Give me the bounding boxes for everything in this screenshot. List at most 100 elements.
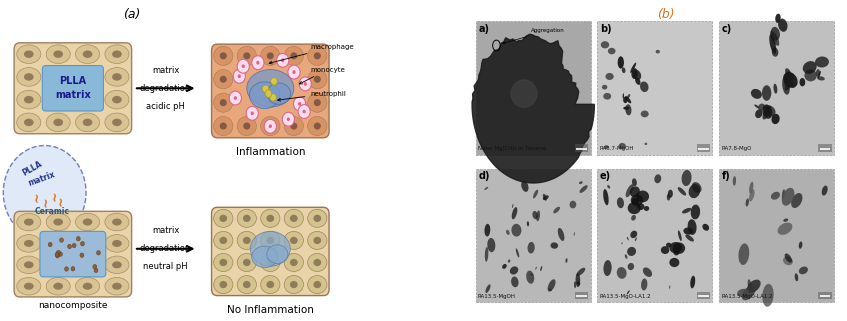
Ellipse shape [46, 45, 70, 64]
Ellipse shape [669, 242, 682, 254]
Ellipse shape [803, 61, 817, 74]
Ellipse shape [313, 52, 321, 59]
Ellipse shape [112, 50, 122, 58]
Ellipse shape [53, 119, 63, 126]
Ellipse shape [267, 215, 274, 222]
Ellipse shape [213, 275, 233, 294]
Circle shape [48, 242, 53, 247]
Ellipse shape [307, 275, 327, 294]
Ellipse shape [75, 213, 100, 231]
Ellipse shape [24, 73, 34, 81]
FancyBboxPatch shape [212, 207, 329, 296]
Ellipse shape [667, 190, 673, 198]
Ellipse shape [815, 56, 829, 67]
Circle shape [97, 251, 101, 255]
Ellipse shape [307, 46, 327, 65]
Ellipse shape [487, 238, 495, 252]
Ellipse shape [290, 281, 297, 288]
Circle shape [57, 250, 60, 255]
Ellipse shape [623, 97, 628, 103]
Ellipse shape [602, 85, 607, 90]
Ellipse shape [261, 275, 280, 294]
Ellipse shape [784, 75, 789, 86]
Ellipse shape [607, 185, 610, 189]
Ellipse shape [46, 113, 70, 132]
Ellipse shape [246, 70, 294, 107]
Ellipse shape [782, 189, 785, 200]
Ellipse shape [243, 281, 251, 288]
Ellipse shape [83, 119, 92, 126]
Circle shape [55, 252, 59, 257]
Ellipse shape [577, 281, 580, 286]
Ellipse shape [702, 224, 709, 231]
Ellipse shape [307, 117, 327, 136]
Ellipse shape [484, 224, 490, 237]
Ellipse shape [485, 284, 490, 293]
Ellipse shape [261, 117, 280, 136]
Circle shape [264, 119, 276, 133]
FancyBboxPatch shape [719, 22, 834, 155]
Ellipse shape [632, 178, 637, 186]
Ellipse shape [762, 106, 771, 119]
Ellipse shape [692, 182, 701, 193]
Ellipse shape [618, 143, 626, 149]
Circle shape [237, 59, 249, 73]
Ellipse shape [737, 289, 750, 297]
Ellipse shape [243, 52, 251, 59]
Text: c): c) [722, 24, 732, 34]
Text: d): d) [479, 171, 490, 181]
Ellipse shape [775, 14, 781, 23]
Ellipse shape [603, 260, 612, 276]
Circle shape [80, 241, 85, 246]
Ellipse shape [24, 96, 34, 103]
Circle shape [270, 94, 276, 101]
Ellipse shape [640, 110, 649, 117]
Ellipse shape [625, 254, 628, 259]
Ellipse shape [794, 273, 798, 281]
Ellipse shape [799, 266, 808, 274]
Text: ~: ~ [30, 191, 43, 202]
Ellipse shape [800, 78, 805, 86]
Circle shape [302, 110, 306, 113]
Ellipse shape [771, 27, 780, 41]
Ellipse shape [506, 230, 510, 235]
Ellipse shape [817, 71, 821, 78]
Text: degradation: degradation [140, 84, 191, 93]
Ellipse shape [630, 230, 637, 238]
Ellipse shape [516, 248, 519, 257]
Ellipse shape [621, 242, 623, 244]
Ellipse shape [667, 194, 670, 201]
Text: matrix: matrix [152, 66, 180, 75]
Text: No Inflammation: No Inflammation [227, 305, 313, 315]
Polygon shape [511, 80, 537, 107]
Ellipse shape [783, 256, 793, 265]
Ellipse shape [75, 45, 100, 64]
Ellipse shape [290, 259, 297, 266]
Ellipse shape [640, 82, 649, 92]
FancyBboxPatch shape [476, 22, 590, 155]
Ellipse shape [579, 185, 588, 193]
Ellipse shape [105, 68, 129, 86]
Ellipse shape [313, 76, 321, 83]
Ellipse shape [623, 93, 624, 99]
Ellipse shape [237, 254, 257, 272]
Ellipse shape [261, 231, 280, 249]
Ellipse shape [661, 246, 669, 254]
Circle shape [68, 244, 71, 249]
Ellipse shape [24, 283, 34, 290]
Ellipse shape [543, 194, 547, 201]
Ellipse shape [690, 204, 700, 219]
Ellipse shape [773, 84, 778, 94]
Text: ~: ~ [54, 196, 68, 206]
Ellipse shape [512, 204, 513, 208]
Ellipse shape [83, 219, 92, 226]
Ellipse shape [558, 228, 564, 241]
Ellipse shape [112, 240, 122, 247]
Ellipse shape [237, 275, 257, 294]
Ellipse shape [213, 209, 233, 227]
Ellipse shape [213, 231, 233, 249]
Ellipse shape [521, 181, 529, 192]
Ellipse shape [17, 68, 41, 86]
Ellipse shape [603, 93, 612, 100]
Ellipse shape [641, 278, 647, 291]
